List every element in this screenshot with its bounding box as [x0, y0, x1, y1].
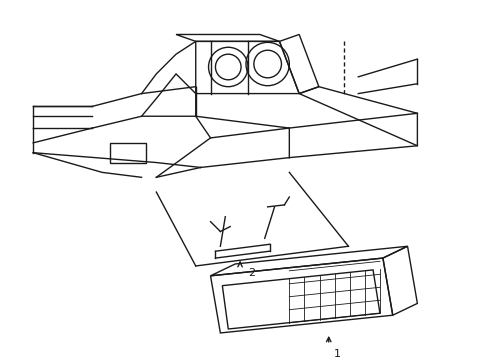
Text: 1: 1 [334, 349, 341, 359]
Text: 2: 2 [248, 268, 255, 278]
